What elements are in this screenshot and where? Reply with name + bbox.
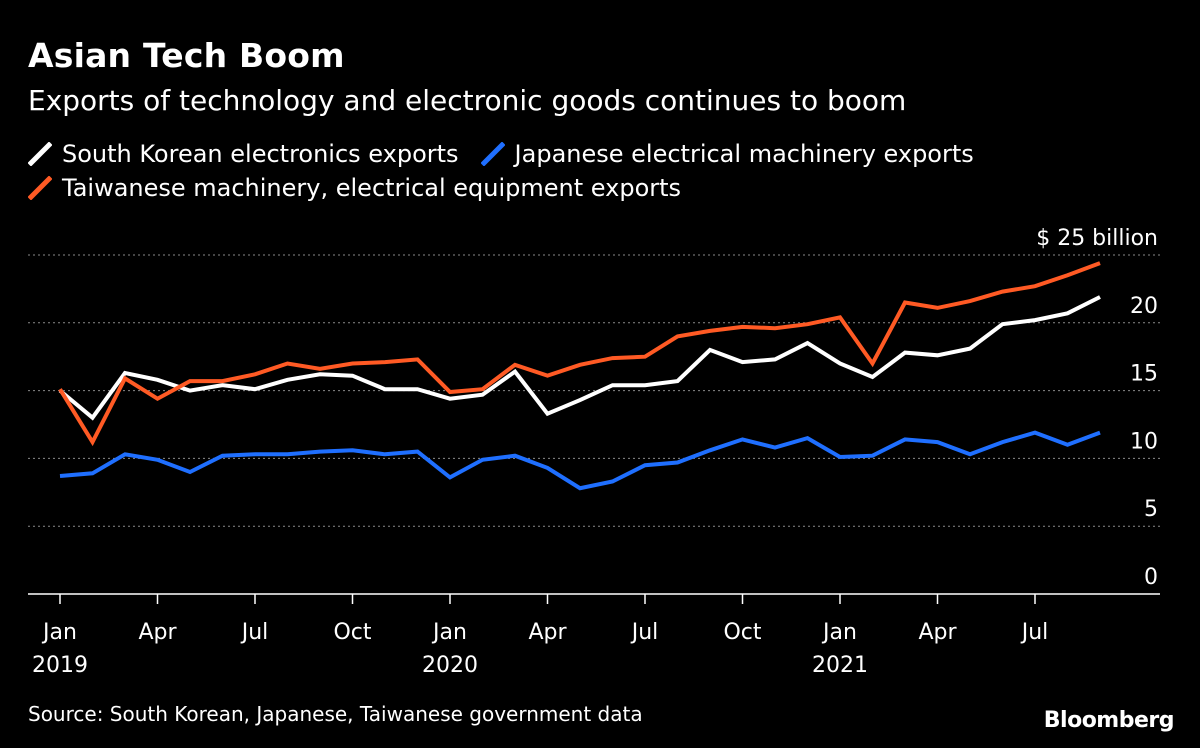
legend-swatch-japan [480, 142, 505, 166]
legend-item-south-korea: South Korean electronics exports [28, 140, 459, 168]
legend-label-south-korea: South Korean electronics exports [62, 140, 459, 168]
legend-row-1: South Korean electronics exports Japanes… [28, 140, 996, 168]
x-tick-label-6: Jul [240, 620, 269, 645]
legend-item-taiwan: Taiwanese machinery, electrical equipmen… [28, 174, 681, 202]
y-tick-label-0: 0 [1144, 565, 1158, 590]
x-tick-label-9: Oct [333, 620, 371, 645]
x-year-label-2021: 2021 [812, 653, 868, 678]
chart-subtitle: Exports of technology and electronic goo… [28, 84, 907, 117]
x-tick-label-30: Jul [1020, 620, 1049, 645]
y-tick-label-25: $ 25 billion [1036, 226, 1158, 251]
y-tick-label-15: 15 [1130, 362, 1158, 387]
x-year-label-2020: 2020 [422, 653, 478, 678]
legend-swatch-taiwan [28, 176, 52, 200]
x-tick-label-0: Jan [41, 620, 77, 645]
x-tick-label-27: Apr [918, 620, 957, 645]
y-tick-label-20: 20 [1130, 294, 1158, 319]
series-line-japan [59, 430, 1101, 491]
x-tick-label-15: Apr [528, 620, 567, 645]
series-line-taiwan [58, 261, 1101, 447]
legend-row-2: Taiwanese machinery, electrical equipmen… [28, 174, 703, 202]
x-tick-label-3: Apr [138, 620, 177, 645]
legend-swatch-south-korea [28, 142, 52, 166]
legend-item-japan: Japanese electrical machinery exports [480, 140, 974, 168]
x-tick-label-24: Jan [821, 620, 857, 645]
x-tick-label-21: Oct [723, 620, 761, 645]
source-note: Source: South Korean, Japanese, Taiwanes… [28, 702, 643, 726]
series-line-south-korea [58, 295, 1101, 421]
y-tick-label-5: 5 [1144, 497, 1158, 522]
bloomberg-logo: Bloomberg [1043, 708, 1175, 733]
x-tick-label-12: Jan [431, 620, 467, 645]
legend-label-taiwan: Taiwanese machinery, electrical equipmen… [62, 174, 682, 202]
y-tick-label-10: 10 [1130, 429, 1158, 454]
legend-label-japan: Japanese electrical machinery exports [514, 140, 974, 168]
chart-title: Asian Tech Boom [28, 36, 345, 75]
x-year-label-2019: 2019 [32, 653, 88, 678]
x-tick-label-18: Jul [630, 620, 659, 645]
